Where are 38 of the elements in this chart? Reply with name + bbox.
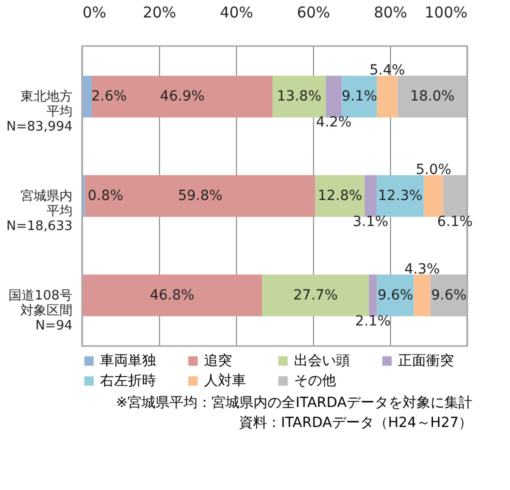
text: 資料：ITARDAデータ（H24～H27） — [238, 415, 473, 431]
data-label: 9.6% — [378, 287, 414, 304]
data-label: 9.6% — [431, 287, 467, 304]
y-tick-label: 東北地方平均 N=83,994 — [6, 88, 72, 135]
y-tick-label: 国道108号対象区間 N=94 — [8, 288, 72, 334]
data-label: 2.1% — [355, 313, 391, 330]
data-label: 18.0% — [410, 88, 455, 105]
data-label: 6.1% — [437, 214, 473, 230]
x-tick-label: 60% — [296, 4, 330, 22]
x-tick-label: 80% — [374, 4, 408, 22]
data-label: 5.4% — [370, 62, 406, 79]
legend-label: 出会い頭 — [294, 353, 350, 369]
data-label: 46.8% — [150, 287, 194, 304]
x-tick-label: 20% — [142, 4, 176, 22]
y-tick-label: 宮城県内平均 N=18,633 — [6, 188, 72, 234]
legend-label: その他 — [294, 373, 336, 389]
data-label: 0.8% — [88, 188, 124, 204]
data-label: 2.6% — [91, 88, 127, 105]
x-tick-label: 100% — [424, 4, 468, 22]
data-label: 3.1% — [352, 214, 388, 230]
legend-label: 正面衝突 — [398, 353, 454, 369]
data-label: 12.8% — [318, 188, 362, 204]
legend-label: 車両単独 — [100, 353, 156, 369]
legend-label: 右左折時 — [100, 373, 156, 389]
text: ※宮城県平均：宮城県内の全ITARDAデータを対象に集計 — [116, 395, 473, 411]
data-label: 27.7% — [293, 287, 338, 304]
legend-label: 追突 — [204, 353, 232, 369]
x-tick-label: 40% — [220, 4, 254, 22]
data-label: 4.2% — [316, 114, 352, 131]
data-label: 9.1% — [342, 88, 378, 105]
data-label: 13.8% — [276, 88, 322, 105]
data-label: 4.3% — [404, 261, 440, 278]
data-label: 12.3% — [378, 188, 422, 204]
data-label: 5.0% — [416, 162, 452, 178]
data-label: 59.8% — [178, 188, 222, 204]
data-label: 46.9% — [160, 88, 205, 105]
x-tick-label: 0% — [82, 4, 106, 22]
legend-label: 人対車 — [204, 373, 246, 389]
